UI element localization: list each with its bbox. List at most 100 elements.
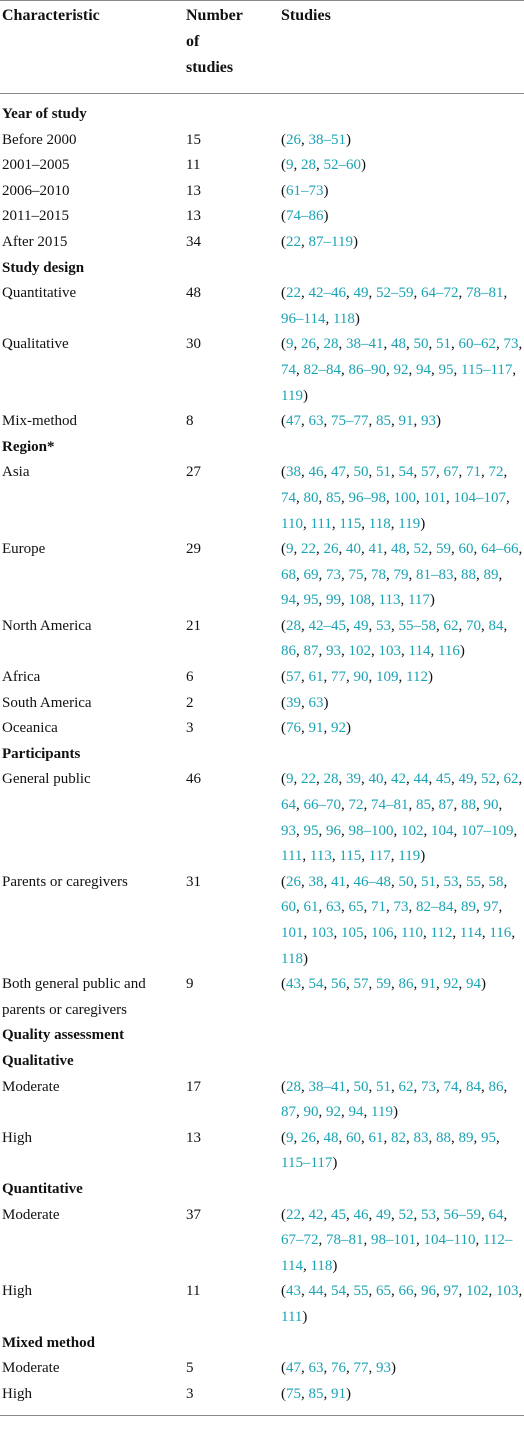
study-refs: (22, 87–119) [281, 233, 358, 250]
study-count: 2 [186, 694, 194, 711]
characteristic: Moderate [2, 1206, 60, 1223]
study-count: 34 [186, 233, 201, 250]
study-count: 31 [186, 873, 201, 890]
study-count: 15 [186, 131, 201, 148]
characteristic: After 2015 [2, 233, 68, 250]
table-row: Mixed method [0, 1331, 524, 1357]
study-count: 30 [186, 336, 201, 353]
study-count: 46 [186, 771, 201, 788]
study-refs: (9, 22, 28, 39, 40, 42, 44, 45, 49, 52, … [281, 771, 523, 865]
study-count: 13 [186, 182, 201, 199]
study-refs: (26, 38–51) [281, 131, 351, 148]
study-refs: (57, 61, 77, 90, 109, 112) [281, 669, 433, 686]
study-count: 5 [186, 1360, 194, 1377]
table-row: General public 46 (9, 22, 28, 39, 40, 42, … [0, 767, 524, 869]
table-row: Quantitative [0, 1177, 524, 1203]
table-row: High 3 (75, 85, 91) [0, 1381, 524, 1417]
section-heading: Study design [2, 259, 85, 276]
study-count: 29 [186, 541, 201, 558]
table-row: Study design [0, 256, 524, 282]
header-cell: Studies [281, 0, 524, 94]
study-count: 37 [186, 1206, 201, 1223]
header-cell: Number of studies [186, 0, 281, 94]
table-row: Mix-method 8 (47, 63, 75–77, 85, 91, 93) [0, 409, 524, 435]
table-row: Parents or caregivers 31 (26, 38, 41, 46–4… [0, 870, 524, 972]
section-heading: Year of study [2, 106, 87, 122]
characteristic: Africa [2, 669, 41, 686]
header-row: Characteristic Number of studies Studies [0, 0, 524, 94]
table-row: Qualitative [0, 1049, 524, 1075]
table-row: Qualitative 30 (9, 26, 28, 38–41, 48, 50, … [0, 332, 524, 409]
table-body: Year of study Before 2000 15 (26, 38–51) 200… [0, 94, 524, 1417]
characteristic: Before 2000 [2, 131, 77, 148]
study-count: 48 [186, 285, 201, 302]
table-row: Both general public and parents or careg… [0, 972, 524, 1023]
study-refs: (9, 26, 48, 60, 61, 82, 83, 88, 89, 95, … [281, 1129, 500, 1172]
characteristic: Qualitative [2, 336, 69, 353]
study-refs: (28, 42–45, 49, 53, 55–58, 62, 70, 84, 8… [281, 617, 508, 660]
table-row: Quality assessment [0, 1023, 524, 1049]
study-refs: (39, 63) [281, 694, 329, 711]
study-refs: (43, 44, 54, 55, 65, 66, 96, 97, 102, 10… [281, 1283, 523, 1325]
table-row: South America 2 (39, 63) [0, 691, 524, 717]
table-header: Characteristic Number of studies Studies [0, 0, 524, 94]
header-cell: Characteristic [0, 0, 186, 94]
study-refs: (47, 63, 76, 77, 93) [281, 1360, 396, 1377]
header-text: Characteristic [2, 7, 100, 24]
study-refs: (9, 26, 28, 38–41, 48, 50, 51, 60–62, 73… [281, 336, 523, 404]
study-count: 17 [186, 1078, 201, 1095]
header-text: Number of studies [186, 7, 243, 76]
section-heading: Quality assessment [2, 1027, 125, 1044]
study-count: 9 [186, 976, 194, 993]
characteristic: South America [2, 694, 92, 711]
study-count: 27 [186, 464, 201, 481]
study-refs: (47, 63, 75–77, 85, 91, 93) [281, 413, 441, 430]
table-row: Europe 29 (9, 22, 26, 40, 41, 48, 52, 59, … [0, 537, 524, 614]
table-row: High 11 (43, 44, 54, 55, 65, 66, 96, 97, 1… [0, 1279, 524, 1330]
characteristic: 2006–2010 [2, 182, 70, 199]
study-refs: (38, 46, 47, 50, 51, 54, 57, 67, 71, 72,… [281, 464, 510, 532]
characteristic: Europe [2, 541, 46, 558]
table-row: 2011–2015 13 (74–86) [0, 204, 524, 230]
study-refs: (9, 28, 52–60) [281, 157, 366, 174]
study-count: 21 [186, 617, 201, 634]
characteristic: General public [2, 771, 91, 788]
study-count: 11 [186, 157, 201, 174]
table-row: Asia 27 (38, 46, 47, 50, 51, 54, 57, 67, 7… [0, 460, 524, 537]
footnote [0, 1416, 524, 1422]
table-row: 2001–2005 11 (9, 28, 52–60) [0, 153, 524, 179]
characteristic: Mix-method [2, 413, 77, 430]
table-row: Region* [0, 435, 524, 461]
header-text: Studies [281, 7, 331, 24]
study-refs: (61–73) [281, 182, 329, 199]
characteristic: Asia [2, 464, 30, 481]
study-count: 13 [186, 1129, 201, 1146]
study-refs: (26, 38, 41, 46–48, 50, 51, 53, 55, 58, … [281, 873, 516, 967]
table-row: Quantitative 48 (22, 42–46, 49, 52–59, 64–… [0, 281, 524, 332]
table-row: North America 21 (28, 42–45, 49, 53, 55–58… [0, 614, 524, 665]
table-row: Before 2000 15 (26, 38–51) [0, 128, 524, 154]
characteristic: High [2, 1129, 32, 1146]
table-row: After 2015 34 (22, 87–119) [0, 230, 524, 256]
characteristic: Quantitative [2, 285, 77, 302]
characteristic: Parents or caregivers [2, 873, 128, 890]
characteristic: North America [2, 617, 92, 634]
study-refs: (22, 42, 45, 46, 49, 52, 53, 56–59, 64, … [281, 1206, 513, 1274]
section-heading: Mixed method [2, 1334, 95, 1351]
table-row: Moderate 5 (47, 63, 76, 77, 93) [0, 1356, 524, 1382]
table-row: Year of study [0, 94, 524, 128]
study-refs: (74–86) [281, 208, 329, 225]
study-refs: (75, 85, 91) [281, 1381, 524, 1417]
characteristic: 2011–2015 [2, 208, 69, 225]
section-heading: Quantitative [2, 1180, 83, 1197]
section-heading: Participants [2, 745, 81, 762]
section-heading: Qualitative [2, 1052, 74, 1069]
table-row: Africa 6 (57, 61, 77, 90, 109, 112) [0, 665, 524, 691]
characteristic: Moderate [2, 1078, 60, 1095]
characteristic: High [0, 1381, 186, 1417]
study-count: 3 [186, 720, 194, 737]
study-refs: (28, 38–41, 50, 51, 62, 73, 74, 84, 86, … [281, 1078, 508, 1121]
study-count: 8 [186, 413, 194, 430]
